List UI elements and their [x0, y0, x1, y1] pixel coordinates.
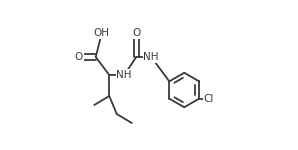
- Text: O: O: [75, 52, 83, 62]
- Text: O: O: [132, 28, 140, 38]
- Text: NH: NH: [117, 70, 132, 80]
- Text: Cl: Cl: [204, 94, 214, 104]
- Text: OH: OH: [94, 28, 110, 38]
- Text: NH: NH: [144, 52, 159, 62]
